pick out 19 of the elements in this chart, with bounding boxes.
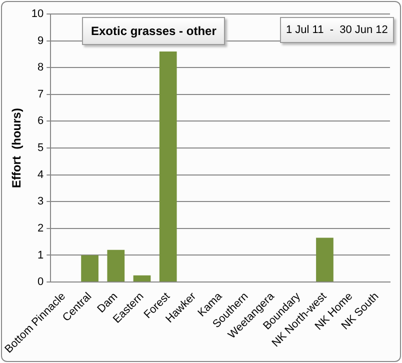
y-tick-label: 8 xyxy=(38,62,44,74)
bar xyxy=(81,255,98,282)
y-tick-label: 3 xyxy=(38,196,44,208)
bar xyxy=(133,275,151,282)
bar xyxy=(316,238,334,282)
bar xyxy=(159,52,177,282)
y-tick-label: 6 xyxy=(38,115,44,128)
text: Exotic grasses - other xyxy=(82,17,226,45)
y-tick-label: 2 xyxy=(38,222,44,234)
y-axis-title: Effort (hours) xyxy=(10,108,24,188)
y-tick-label: 9 xyxy=(38,34,44,47)
bar xyxy=(107,250,125,282)
y-tick-label: 7 xyxy=(38,88,44,100)
y-tick-label: 0 xyxy=(38,276,44,288)
text: 1 Jul 11 - 30 Jun 12 xyxy=(280,17,394,43)
y-tick-label: 10 xyxy=(31,8,44,20)
y-tick-label: 4 xyxy=(38,168,44,181)
y-tick-label: 1 xyxy=(38,249,44,262)
y-tick-label: 5 xyxy=(38,142,44,154)
